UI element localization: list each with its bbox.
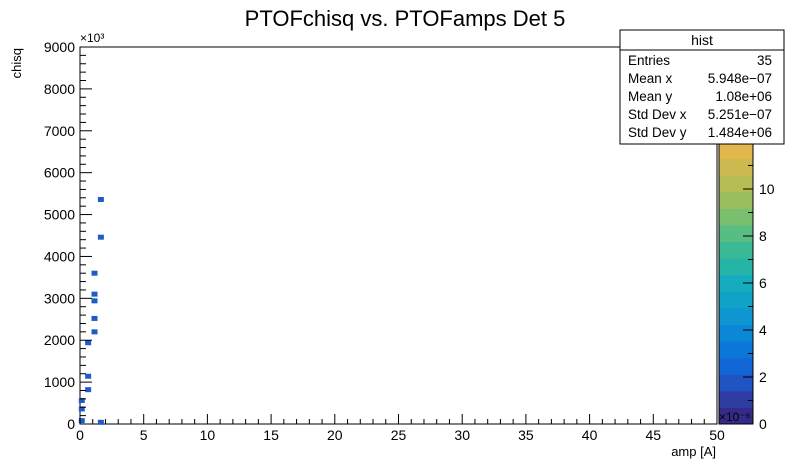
y-tick-label: 1000 xyxy=(44,374,75,390)
x-axis: 0 5 10 15 20 25 30 35 40 45 50 xyxy=(76,414,725,443)
palette-segment xyxy=(719,175,753,193)
heatmap-cell xyxy=(91,298,98,304)
y-tick-label: 7000 xyxy=(44,123,75,139)
heatmap-cell xyxy=(91,291,98,297)
palette-segment xyxy=(719,407,753,425)
stats-row-value: 1.484e+06 xyxy=(708,125,772,140)
color-palette: 0 2 4 6 8 10 xyxy=(718,141,775,432)
x-tick-label: 15 xyxy=(263,427,279,443)
x-tick-label: 30 xyxy=(454,427,470,443)
heatmap-cell xyxy=(85,340,92,346)
palette-segment xyxy=(719,224,753,243)
palette-segment xyxy=(719,158,753,176)
heatmap-cell xyxy=(85,387,92,393)
heatmap-cell xyxy=(97,234,104,240)
x-tick-label: 25 xyxy=(391,427,407,443)
stats-row-value: 35 xyxy=(757,53,772,68)
palette-segment xyxy=(719,258,753,276)
y-tick-label: 9000 xyxy=(44,39,75,55)
stats-row-label: Mean x xyxy=(628,71,673,86)
palette-segment xyxy=(719,208,753,226)
stats-box: hist Entries 35 Mean x 5.948e−07 Mean y 1.08e… xyxy=(619,29,785,145)
palette-segment xyxy=(719,324,753,342)
palette-segment xyxy=(719,142,753,160)
heatmap-cell xyxy=(85,373,92,379)
y-tick-label: 5000 xyxy=(44,207,75,223)
y-tick-label: 2000 xyxy=(44,332,75,348)
palette-segment xyxy=(719,374,753,392)
x-tick-label: 0 xyxy=(76,427,84,443)
palette-segment xyxy=(719,291,753,309)
y-tick-label: 0 xyxy=(67,416,75,432)
stats-box-title: hist xyxy=(691,32,713,48)
palette-segment xyxy=(719,341,753,359)
palette-segment xyxy=(719,307,753,325)
y-multiplier-label: ×10³ xyxy=(80,31,104,45)
stats-row-value: 5.948e−07 xyxy=(708,71,772,86)
z-tick-label: 4 xyxy=(759,322,767,338)
palette-segment xyxy=(719,191,753,209)
x-multiplier-label: ×10⁻⁶ xyxy=(719,410,751,424)
z-tick-label: 10 xyxy=(759,181,775,197)
stats-row-label: Entries xyxy=(628,53,670,68)
y-tick-label: 8000 xyxy=(44,81,75,97)
stats-row-label: Std Dev x xyxy=(628,107,687,122)
heatmap-cells xyxy=(78,196,104,425)
chart-title: PTOFchisq vs. PTOFamps Det 5 xyxy=(245,6,566,31)
heatmap-cell xyxy=(78,406,85,412)
stats-rows: Entries 35 Mean x 5.948e−07 Mean y 1.08e+06 St… xyxy=(628,53,772,140)
y-tick-label: 4000 xyxy=(44,248,75,264)
z-tick-label: 2 xyxy=(759,369,767,385)
heatmap-cell xyxy=(97,419,104,425)
x-tick-label: 20 xyxy=(327,427,343,443)
palette-segment xyxy=(719,241,753,259)
palette-segment xyxy=(719,357,753,375)
stats-row-label: Mean y xyxy=(628,89,673,104)
y-axis-label: chisq xyxy=(9,48,24,78)
palette-segment xyxy=(719,390,753,408)
y-axis: 0 1000 2000 3000 4000 5000 6000 7000 8000 9000 xyxy=(44,39,92,432)
x-tick-label: 50 xyxy=(709,427,725,443)
z-tick-label: 8 xyxy=(759,228,767,244)
z-tick-label: 6 xyxy=(759,275,767,291)
y-tick-label: 3000 xyxy=(44,290,75,306)
x-tick-label: 35 xyxy=(518,427,534,443)
stats-box-frame xyxy=(619,29,785,145)
x-axis-label: amp [A] xyxy=(671,444,716,459)
stats-row-value: 1.08e+06 xyxy=(715,89,772,104)
heatmap-cell xyxy=(97,196,104,202)
heatmap-cell xyxy=(91,329,98,335)
x-tick-label: 40 xyxy=(582,427,598,443)
x-tick-label: 10 xyxy=(200,427,216,443)
heatmap-cell xyxy=(91,270,98,276)
y-tick-label: 6000 xyxy=(44,165,75,181)
stats-row-label: Std Dev y xyxy=(628,125,687,140)
z-tick-label: 0 xyxy=(759,416,767,432)
stats-row-value: 5.251e−07 xyxy=(708,107,772,122)
x-tick-label: 5 xyxy=(140,427,148,443)
heatmap-cell xyxy=(78,418,85,424)
palette-segment xyxy=(719,274,753,292)
x-tick-label: 45 xyxy=(646,427,662,443)
heatmap-cell xyxy=(78,398,85,404)
heatmap-cell xyxy=(91,315,98,321)
